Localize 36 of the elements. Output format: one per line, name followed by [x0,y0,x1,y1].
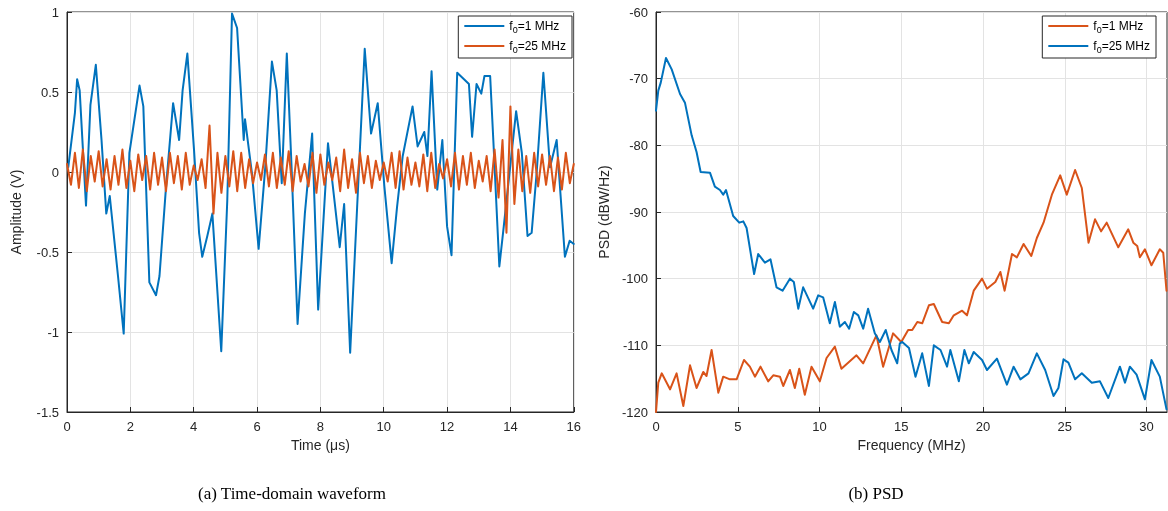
x-axis-title: Time (μs) [290,436,350,453]
x-tick-label: 6 [253,419,261,434]
y-tick-label: -1.5 [36,404,59,420]
y-tick-label: -120 [621,404,648,420]
y-tick-label: -90 [629,204,648,220]
x-tick-label: 14 [503,419,518,434]
line-series [66,105,575,234]
x-tick-label: 5 [734,419,742,434]
y-tick-label: -70 [629,71,648,87]
x-tick-label: 30 [1139,419,1154,434]
y-tick-label: 0 [51,164,59,180]
x-tick-label: 0 [63,419,71,434]
y-tick-label: -80 [629,137,648,153]
x-tick-label: 25 [1057,419,1073,434]
x-tick-label: 10 [376,419,391,434]
x-tick-label: 16 [566,419,581,434]
x-tick-label: 4 [190,419,198,434]
y-axis-title: PSD (dBW/Hz) [596,165,613,259]
y-tick-label: -0.5 [36,244,59,260]
y-tick-label: 0.5 [40,84,59,100]
y-tick-label: -100 [621,271,648,287]
y-tick-label: -60 [629,4,648,20]
text: (a) Time-domain waveform [198,484,386,503]
text: (b) PSD [848,484,904,503]
y-tick-label: 1 [51,4,59,20]
y-tick-label: -1 [47,324,59,340]
x-tick-label: 2 [126,419,134,434]
x-tick-label: 15 [894,419,909,434]
y-axis-title: Amplitude (V) [8,169,24,255]
x-tick-label: 8 [316,419,324,434]
x-tick-label: 10 [812,419,827,434]
x-tick-label: 0 [652,419,660,434]
x-axis-title: Frequency (MHz) [857,436,966,453]
x-tick-label: 12 [439,419,455,434]
y-tick-label: -110 [622,337,648,353]
x-tick-label: 20 [975,419,991,434]
